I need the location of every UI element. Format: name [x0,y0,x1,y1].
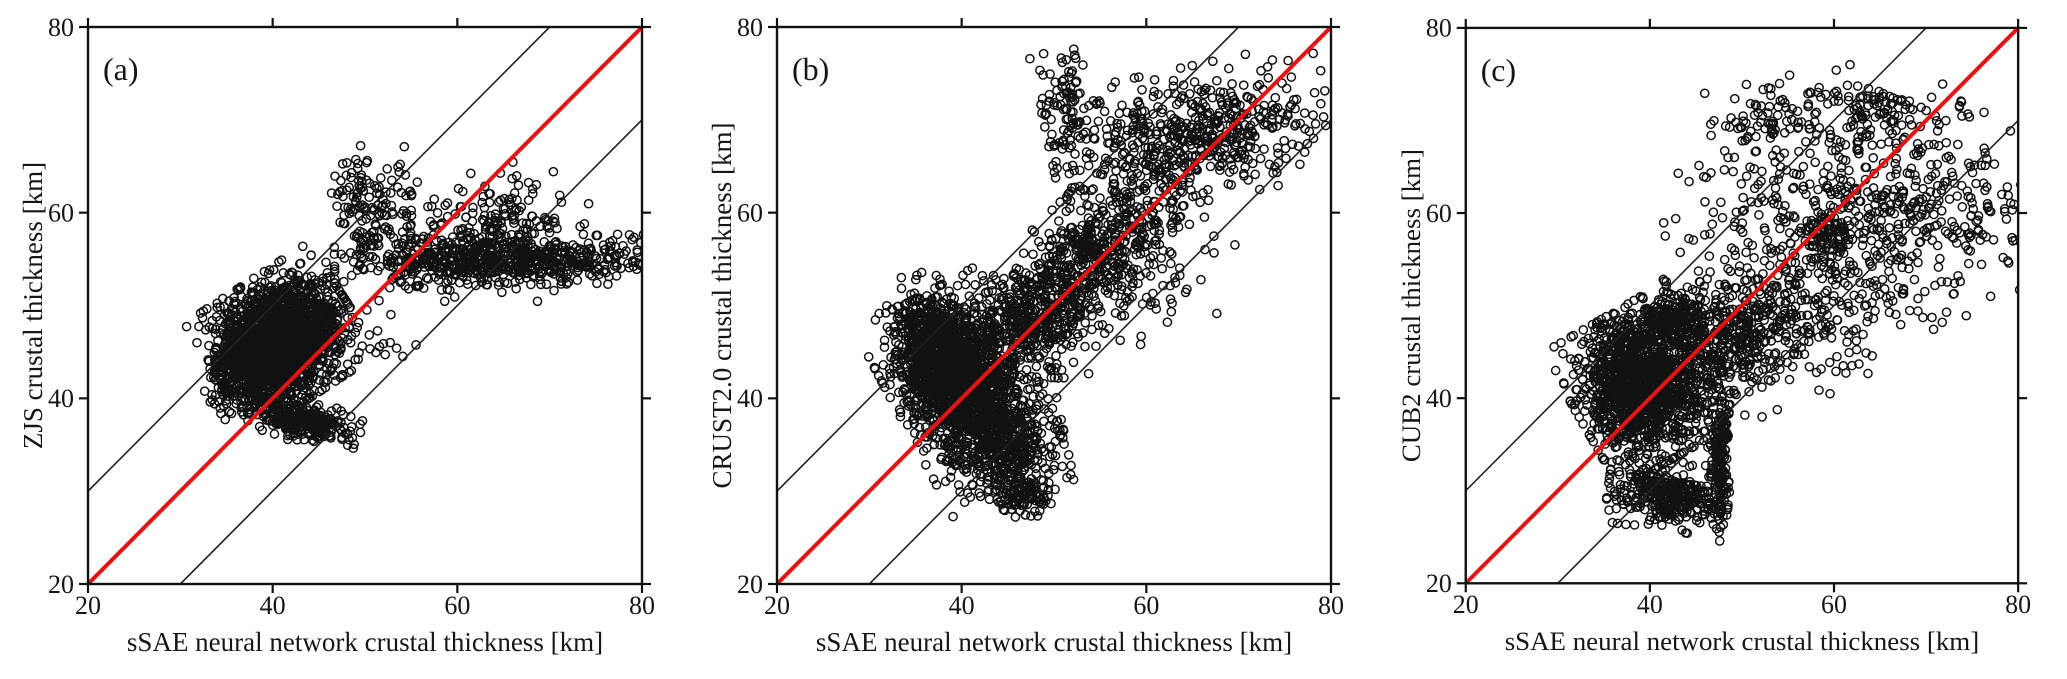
x-tick-label: 80 [2005,590,2031,619]
x-tick-label: 20 [75,591,101,620]
y-tick-label: 60 [48,199,74,228]
y-tick-label: 60 [1426,199,1452,228]
x-axis-label: sSAE neural network crustal thickness [k… [1505,626,1980,656]
y-axis-label: CRUST2.0 crustal thickness [km] [707,123,737,489]
y-axis-label: ZJS crustal thickness [km] [18,162,48,449]
scatter-plot-c: 20 40 60 80 20 40 60 80 sSAE neural network crus… [1378,0,2065,679]
panel-tag: (a) [103,51,139,87]
x-tick-label: 20 [764,591,790,620]
identity-line [1466,28,2018,583]
y-tick-label: 20 [1426,569,1452,598]
scatter-points [1550,61,2036,546]
x-tick-label: 40 [949,591,975,620]
x-tick-label: 60 [1821,590,1847,619]
offset-plus-10km [1466,28,1926,491]
plot-area [88,27,657,584]
plot-area [1466,28,2036,583]
y-tick-label: 40 [737,384,763,413]
y-axis-label: CUB2 crustal thickness [km] [1396,149,1426,462]
x-tick-label: 60 [444,591,470,620]
scatter-points [865,45,1345,521]
panel-tag: (c) [1481,53,1516,88]
x-tick-label: 80 [629,591,655,620]
x-tick-label: 40 [260,591,286,620]
y-tick-label: 80 [737,13,763,42]
panel-c: 20 40 60 80 20 40 60 80 sSAE neural network crus… [1378,0,2065,679]
y-tick-label: 40 [48,384,74,413]
plot-area [777,27,1344,584]
x-axis-label: sSAE neural network crustal thickness [k… [127,627,603,657]
panel-a: 20 40 60 80 20 40 60 80 sSAE neural network crus… [0,0,689,679]
identity-line [88,27,642,584]
y-tick-label: 20 [48,570,74,599]
panel-b: 20 40 60 80 20 40 60 80 sSAE neural network crus… [689,0,1378,679]
scatter-plot-a: 20 40 60 80 20 40 60 80 sSAE neural network crus… [0,0,689,679]
scatter-points [183,142,657,453]
y-tick-label: 80 [48,13,74,42]
x-tick-label: 60 [1133,591,1159,620]
scatter-plot-b: 20 40 60 80 20 40 60 80 sSAE neural network crus… [689,0,1378,679]
x-axis-label: sSAE neural network crustal thickness [k… [816,627,1292,657]
x-tick-label: 80 [1318,591,1344,620]
y-tick-label: 20 [737,570,763,599]
y-tick-label: 80 [1426,14,1452,43]
panel-tag: (b) [792,51,829,87]
x-tick-label: 40 [1637,590,1663,619]
y-tick-label: 40 [1426,384,1452,413]
x-tick-label: 20 [1453,590,1479,619]
y-tick-label: 60 [737,199,763,228]
